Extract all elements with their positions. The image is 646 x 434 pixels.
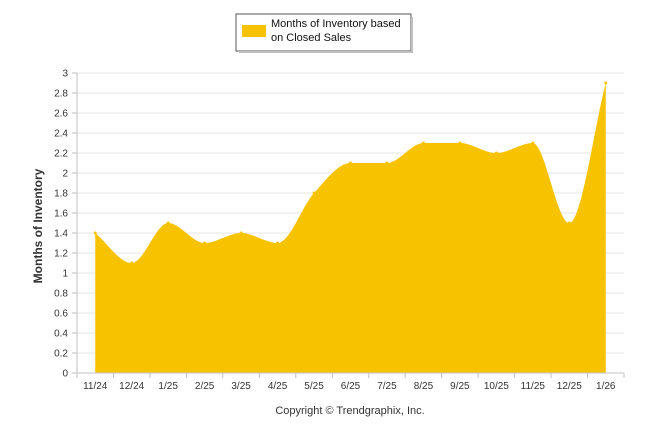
legend: Months of Inventory based on Closed Sale…	[235, 13, 413, 53]
x-tick-label: 5/25	[304, 381, 324, 392]
y-tick-label: 1.6	[54, 209, 68, 220]
x-axis-ticks: 11/24 12/24 1/25 2/25 3/25 4/25 5/25 6/25 7/25 8/…	[76, 373, 625, 392]
data-point	[312, 191, 316, 195]
series-area	[95, 83, 606, 373]
data-points	[93, 81, 608, 265]
y-tick-label: 1.4	[54, 229, 68, 240]
y-tick-label: 1	[62, 269, 68, 280]
y-tick-label: 2	[62, 169, 68, 180]
legend-label-line1: Months of Inventory based	[271, 18, 401, 30]
data-point	[276, 241, 280, 245]
x-tick-label: 4/25	[268, 381, 288, 392]
x-tick-label: 6/25	[341, 381, 361, 392]
y-tick-label: 0.2	[54, 349, 68, 360]
y-tick-label: 2.8	[54, 89, 68, 100]
y-tick-label: 3	[62, 69, 68, 80]
legend-box-shadow	[411, 17, 413, 53]
y-tick-label: 0.6	[54, 309, 68, 320]
data-point	[239, 231, 243, 235]
y-tick-label: 0.8	[54, 289, 68, 300]
x-tick-label: 12/25	[557, 381, 582, 392]
y-axis-label: Months of Inventory	[31, 168, 45, 283]
legend-box-shadow-bottom	[239, 51, 413, 53]
x-tick-label: 9/25	[450, 381, 470, 392]
y-tick-label: 2.2	[54, 149, 68, 160]
data-point	[93, 231, 97, 235]
y-tick-label: 2.6	[54, 109, 68, 120]
x-tick-label: 11/24	[83, 381, 108, 392]
x-tick-label: 1/25	[158, 381, 178, 392]
data-point	[494, 151, 498, 155]
x-tick-label: 12/24	[119, 381, 144, 392]
x-tick-label: 10/25	[484, 381, 509, 392]
data-point	[604, 81, 608, 85]
legend-swatch	[242, 25, 266, 37]
data-point	[203, 241, 207, 245]
data-point	[567, 221, 571, 225]
x-tick-label: 8/25	[414, 381, 434, 392]
y-tick-label: 0	[62, 369, 68, 380]
data-point	[458, 141, 462, 145]
y-axis-ticks: 0 0.2 0.4 0.6 0.8 1 1.2 1.4 1.6 1.8 2 2.2 2.4 2.6 2.8 3	[54, 69, 77, 380]
copyright-text: Copyright © Trendgraphix, Inc.	[275, 405, 424, 417]
data-point	[349, 161, 352, 165]
data-point	[130, 261, 134, 265]
y-tick-label: 1.2	[54, 249, 68, 260]
data-point	[421, 141, 425, 145]
data-point	[385, 161, 389, 165]
x-tick-label: 7/25	[377, 381, 397, 392]
y-tick-label: 0.4	[54, 329, 68, 340]
y-tick-label: 1.8	[54, 189, 68, 200]
data-point	[166, 221, 170, 225]
x-tick-label: 11/25	[521, 381, 546, 392]
data-point	[531, 141, 535, 145]
legend-label-line2: on Closed Sales	[271, 32, 352, 44]
axes	[76, 73, 624, 374]
y-tick-label: 2.4	[54, 129, 68, 140]
x-tick-label: 1/26	[596, 381, 616, 392]
x-tick-label: 2/25	[195, 381, 215, 392]
x-tick-label: 3/25	[231, 381, 251, 392]
